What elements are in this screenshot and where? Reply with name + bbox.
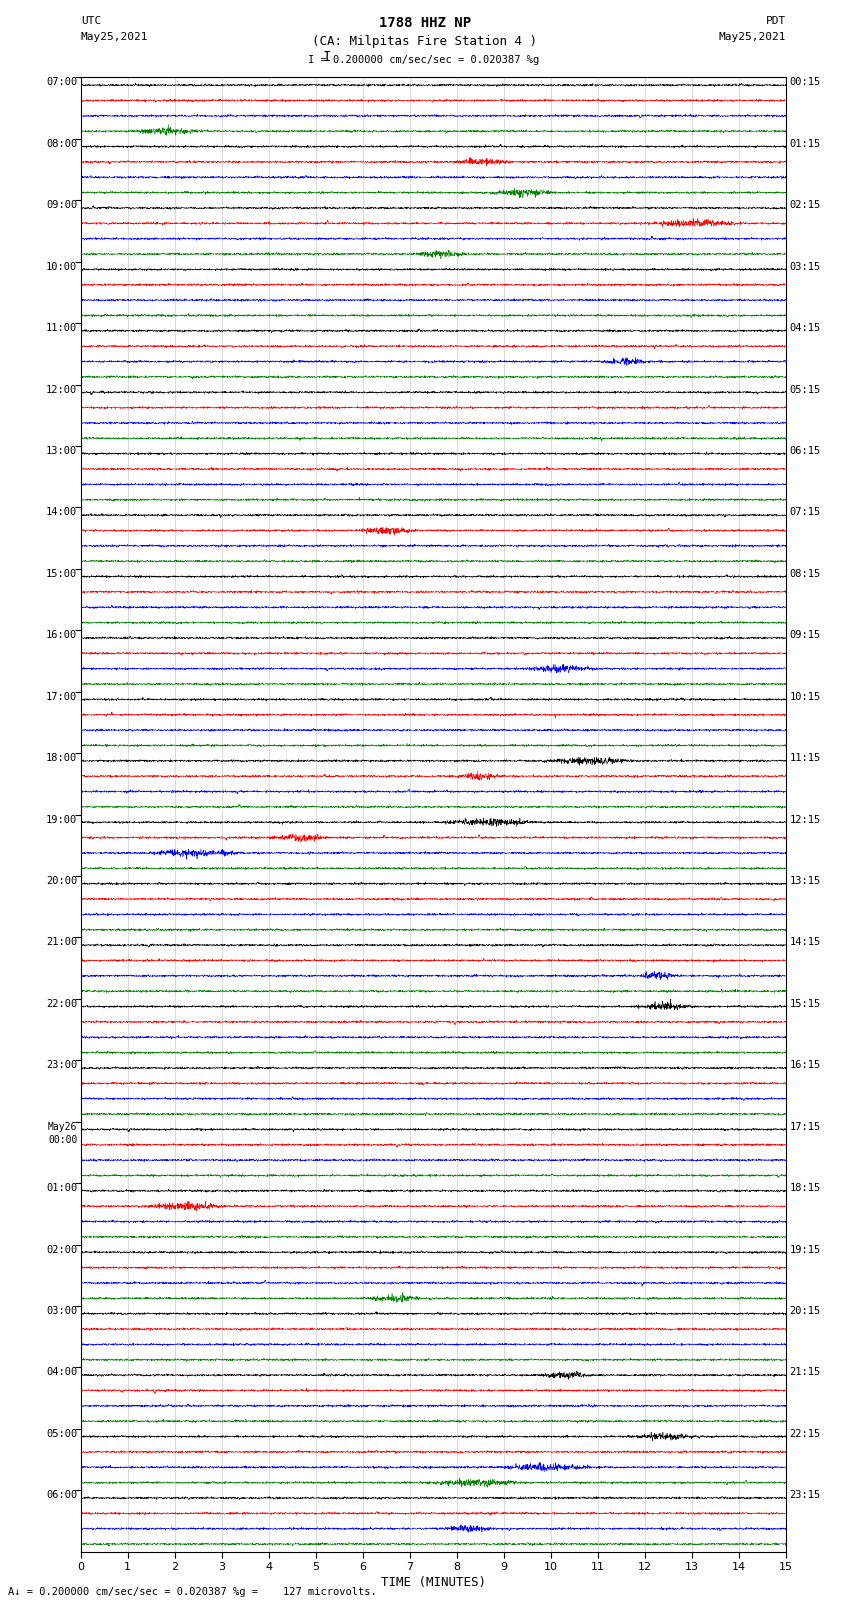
Text: 06:00: 06:00 [46, 1490, 77, 1500]
Text: 12:15: 12:15 [790, 815, 821, 824]
Text: 10:00: 10:00 [46, 261, 77, 271]
Text: 21:15: 21:15 [790, 1368, 821, 1378]
Text: 05:00: 05:00 [46, 1429, 77, 1439]
Text: 18:15: 18:15 [790, 1184, 821, 1194]
Text: 03:00: 03:00 [46, 1307, 77, 1316]
Text: 07:15: 07:15 [790, 508, 821, 518]
Text: 12:00: 12:00 [46, 384, 77, 395]
Text: May26: May26 [48, 1121, 77, 1132]
Text: May25,2021: May25,2021 [719, 32, 786, 42]
Text: 10:15: 10:15 [790, 692, 821, 702]
Text: 00:15: 00:15 [790, 77, 821, 87]
Text: 13:00: 13:00 [46, 447, 77, 456]
Text: 17:15: 17:15 [790, 1121, 821, 1132]
Text: 02:00: 02:00 [46, 1245, 77, 1255]
Text: May25,2021: May25,2021 [81, 32, 148, 42]
Text: 00:00: 00:00 [48, 1134, 77, 1145]
Text: 05:15: 05:15 [790, 384, 821, 395]
Text: 17:00: 17:00 [46, 692, 77, 702]
Text: 15:15: 15:15 [790, 998, 821, 1008]
Text: 22:00: 22:00 [46, 998, 77, 1008]
Text: 21:00: 21:00 [46, 937, 77, 947]
Text: 07:00: 07:00 [46, 77, 77, 87]
Text: 14:00: 14:00 [46, 508, 77, 518]
Text: 08:00: 08:00 [46, 139, 77, 148]
Text: 22:15: 22:15 [790, 1429, 821, 1439]
Text: 15:00: 15:00 [46, 569, 77, 579]
Text: (CA: Milpitas Fire Station 4 ): (CA: Milpitas Fire Station 4 ) [313, 35, 537, 48]
Text: 20:15: 20:15 [790, 1307, 821, 1316]
Text: 01:00: 01:00 [46, 1184, 77, 1194]
Text: 18:00: 18:00 [46, 753, 77, 763]
X-axis label: TIME (MINUTES): TIME (MINUTES) [381, 1576, 486, 1589]
Text: 20:00: 20:00 [46, 876, 77, 886]
Text: 16:00: 16:00 [46, 631, 77, 640]
Text: I = 0.200000 cm/sec/sec = 0.020387 %g: I = 0.200000 cm/sec/sec = 0.020387 %g [308, 55, 539, 65]
Text: I: I [323, 50, 332, 65]
Text: 02:15: 02:15 [790, 200, 821, 210]
Text: 08:15: 08:15 [790, 569, 821, 579]
Text: 04:15: 04:15 [790, 323, 821, 334]
Text: 11:15: 11:15 [790, 753, 821, 763]
Text: 23:15: 23:15 [790, 1490, 821, 1500]
Text: A↓ = 0.200000 cm/sec/sec = 0.020387 %g =    127 microvolts.: A↓ = 0.200000 cm/sec/sec = 0.020387 %g =… [8, 1587, 377, 1597]
Text: 09:15: 09:15 [790, 631, 821, 640]
Text: 23:00: 23:00 [46, 1060, 77, 1071]
Text: 19:15: 19:15 [790, 1245, 821, 1255]
Text: 01:15: 01:15 [790, 139, 821, 148]
Text: 16:15: 16:15 [790, 1060, 821, 1071]
Text: 09:00: 09:00 [46, 200, 77, 210]
Text: 19:00: 19:00 [46, 815, 77, 824]
Text: 1788 HHZ NP: 1788 HHZ NP [379, 16, 471, 31]
Text: UTC: UTC [81, 16, 101, 26]
Text: 14:15: 14:15 [790, 937, 821, 947]
Text: 06:15: 06:15 [790, 447, 821, 456]
Text: 13:15: 13:15 [790, 876, 821, 886]
Text: 11:00: 11:00 [46, 323, 77, 334]
Text: 03:15: 03:15 [790, 261, 821, 271]
Text: 04:00: 04:00 [46, 1368, 77, 1378]
Text: PDT: PDT [766, 16, 786, 26]
